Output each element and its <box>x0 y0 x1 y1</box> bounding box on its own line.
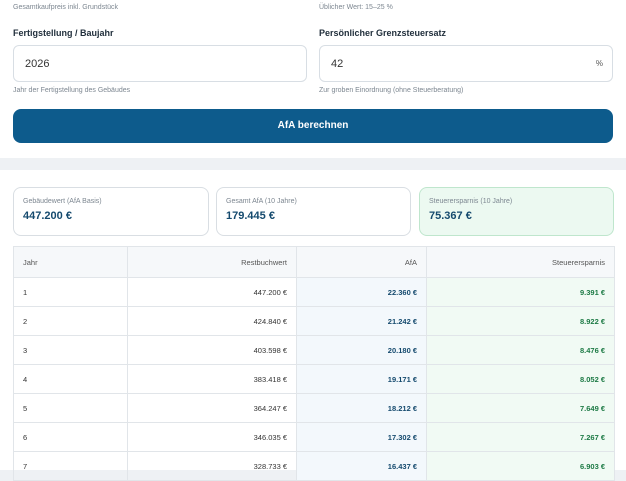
hint: Jahr der Fertigstellung des Gebäudes <box>13 87 131 94</box>
afa-table: Jahr Restbuchwert AfA Steuerersparnis 1 447.2… <box>13 246 615 481</box>
summary-value: 447.200 € <box>23 210 72 222</box>
table-cell: 9.391 € <box>426 277 615 307</box>
table-cell: 7 <box>13 451 128 481</box>
table-cell: 17.302 € <box>296 422 427 452</box>
table-cell: 403.598 € <box>127 335 297 365</box>
summary-label: Gebäudewert (AfA Basis) <box>23 198 102 205</box>
hint: Gesamtkaufpreis inkl. Grundstück <box>13 4 119 11</box>
table-cell: 6 <box>13 422 128 452</box>
table-cell: 7.267 € <box>426 422 615 452</box>
table-row: 1 447.200 €22.360 €9.391 € <box>13 277 615 307</box>
table-cell: 7.649 € <box>426 393 615 423</box>
column-header: Jahr <box>13 246 128 278</box>
table-cell: 364.247 € <box>127 393 297 423</box>
table-cell: 383.418 € <box>127 364 297 394</box>
table-row: 6 346.035 €17.302 €7.267 € <box>13 422 615 452</box>
input-suffix: % <box>595 59 603 68</box>
table-cell: 22.360 € <box>296 277 427 307</box>
summary-value: 179.445 € <box>226 210 275 222</box>
summary-card: Steuerersparnis (10 Jahre) 75.367 € <box>419 187 614 236</box>
input-value: 2026 <box>25 58 50 70</box>
table-cell: 424.840 € <box>127 306 297 336</box>
table-row: 4 383.418 €19.171 €8.052 € <box>13 364 615 394</box>
year-input[interactable]: 2026 <box>13 45 307 82</box>
table-cell: 4 <box>13 364 128 394</box>
tax-input[interactable]: 42% <box>319 45 613 82</box>
summary-card: Gebäudewert (AfA Basis) 447.200 € <box>13 187 209 236</box>
hint: Zur groben Einordnung (ohne Steuerberatu… <box>319 87 464 94</box>
table-cell: 346.035 € <box>127 422 297 452</box>
table-cell: 8.476 € <box>426 335 615 365</box>
input-value: 42 <box>331 58 344 70</box>
table-header: Jahr Restbuchwert AfA Steuerersparnis <box>13 246 615 278</box>
table-cell: 328.733 € <box>127 451 297 481</box>
summary-card: Gesamt AfA (10 Jahre) 179.445 € <box>216 187 411 236</box>
table-row: 3 403.598 €20.180 €8.476 € <box>13 335 615 365</box>
table-cell: 8.052 € <box>426 364 615 394</box>
table-cell: 19.171 € <box>296 364 427 394</box>
table-cell: 447.200 € <box>127 277 297 307</box>
summary-value: 75.367 € <box>429 210 472 222</box>
summary-label: Steuerersparnis (10 Jahre) <box>429 198 513 205</box>
form-card: Gesamtkaufpreis inkl. Grundstück Übliche… <box>0 0 626 158</box>
field-label: Fertigstellung / Baujahr <box>13 28 114 38</box>
table-cell: 2 <box>13 306 128 336</box>
table-cell: 5 <box>13 393 128 423</box>
column-header: Steuerersparnis <box>426 246 615 278</box>
table-cell: 6.903 € <box>426 451 615 481</box>
table-cell: 1 <box>13 277 128 307</box>
table-row: 7 328.733 €16.437 €6.903 € <box>13 451 615 481</box>
calculate-button[interactable]: AfA berechnen <box>13 109 613 143</box>
hint: Üblicher Wert: 15–25 % <box>319 4 393 11</box>
column-header: Restbuchwert <box>127 246 297 278</box>
table-cell: 16.437 € <box>296 451 427 481</box>
table-cell: 3 <box>13 335 128 365</box>
table-cell: 21.242 € <box>296 306 427 336</box>
field-label: Persönlicher Grenzsteuersatz <box>319 28 447 38</box>
table-row: 2 424.840 €21.242 €8.922 € <box>13 306 615 336</box>
summary-label: Gesamt AfA (10 Jahre) <box>226 198 297 205</box>
table-row: 5 364.247 €18.212 €7.649 € <box>13 393 615 423</box>
table-cell: 8.922 € <box>426 306 615 336</box>
table-cell: 20.180 € <box>296 335 427 365</box>
table-cell: 18.212 € <box>296 393 427 423</box>
column-header: AfA <box>296 246 427 278</box>
